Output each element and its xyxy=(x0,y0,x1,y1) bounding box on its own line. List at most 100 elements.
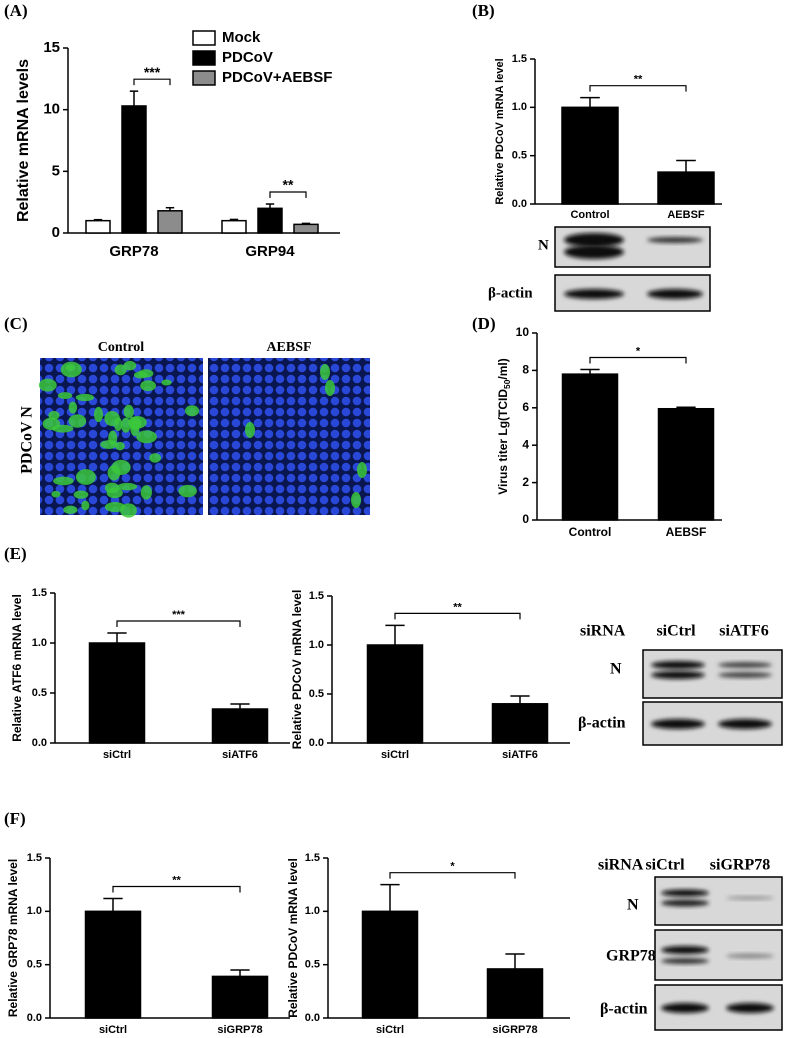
x-tick-label: siCtrl xyxy=(103,749,131,761)
error-bar xyxy=(129,90,139,106)
panel-label: (C) xyxy=(4,314,28,333)
band xyxy=(661,889,709,897)
x-tick-label: siCtrl xyxy=(376,1024,404,1036)
blot-row-label: N xyxy=(610,661,622,678)
band xyxy=(564,245,624,259)
green-cell xyxy=(106,487,123,499)
green-cell xyxy=(68,414,87,428)
green-cell xyxy=(351,492,361,508)
legend-swatch xyxy=(192,70,216,86)
green-cell xyxy=(245,422,255,438)
y-tick-label: 0.5 xyxy=(305,959,320,971)
significance-label: * xyxy=(636,345,641,357)
bar xyxy=(561,373,619,521)
green-cell xyxy=(140,380,157,392)
error-bar xyxy=(229,218,239,221)
bar xyxy=(491,703,549,744)
green-cell xyxy=(75,393,95,402)
y-axis-label: Relative mRNA levels xyxy=(15,59,32,222)
significance-bracket xyxy=(112,885,241,893)
y-axis-label: Relative PDCoV mRNA level xyxy=(494,58,506,204)
western-blot: siRNA siCtrl siGRP78 N GRP78 β-actin xyxy=(598,857,783,1031)
blot-row-label: N xyxy=(538,237,549,253)
green-cell xyxy=(75,469,96,485)
green-cell xyxy=(325,380,335,396)
y-tick-label: 10 xyxy=(43,101,60,118)
bar xyxy=(121,105,147,234)
error-bar xyxy=(676,406,696,409)
blot-header: siATF6 xyxy=(719,623,768,640)
bar xyxy=(657,407,715,521)
error-bar xyxy=(380,883,400,912)
blot-header: siRNA xyxy=(580,623,626,640)
green-cell xyxy=(57,392,73,400)
y-axis-label: Relative ATF6 mRNA level xyxy=(10,594,24,742)
y-tick-label: 6 xyxy=(522,400,529,414)
x-tick-label: AEBSF xyxy=(667,209,705,221)
panel-label: (B) xyxy=(472,1,495,20)
green-cell xyxy=(51,490,61,498)
y-tick-label: 1.0 xyxy=(305,905,320,917)
band xyxy=(726,896,774,900)
bar xyxy=(561,106,619,205)
green-cell xyxy=(357,462,367,478)
bar xyxy=(84,910,142,1019)
green-cell xyxy=(42,417,61,431)
legend-label: Mock xyxy=(222,29,261,46)
panel-label: (D) xyxy=(472,314,496,333)
error-bar xyxy=(676,159,696,173)
green-cell xyxy=(178,484,197,498)
x-tick-label: siGRP78 xyxy=(492,1024,537,1036)
band xyxy=(661,1003,709,1013)
x-tick-label: siCtrl xyxy=(99,1024,127,1036)
y-tick-label: 1.5 xyxy=(309,590,324,602)
y-tick-label: 10 xyxy=(516,325,530,339)
y-axis-label-part: Virus titer Lg(TCID xyxy=(496,389,510,495)
green-cell xyxy=(100,440,118,449)
blot-box xyxy=(642,701,783,746)
fluorescence-images xyxy=(38,358,370,518)
green-cell xyxy=(123,360,137,371)
x-tick-label: siCtrl xyxy=(381,749,409,761)
y-axis-label-part: 50 xyxy=(502,379,512,389)
y-axis-label-part: /ml) xyxy=(496,358,510,379)
y-tick-label: 0.5 xyxy=(32,687,47,699)
image-title: Control xyxy=(98,340,145,355)
significance-label: ** xyxy=(172,874,181,886)
green-cell xyxy=(65,364,75,371)
significance-bracket xyxy=(394,612,521,620)
legend-label: PDCoV xyxy=(222,49,273,66)
band xyxy=(651,661,705,669)
green-cell xyxy=(120,503,137,518)
band xyxy=(651,719,705,729)
y-tick-label: 0.5 xyxy=(512,150,527,162)
band xyxy=(661,946,709,954)
panel-label: (A) xyxy=(4,1,28,20)
y-tick-label: 0.5 xyxy=(309,688,324,700)
significance-label: ** xyxy=(283,177,294,193)
y-tick-label: 1.0 xyxy=(512,101,527,113)
significance-label: * xyxy=(450,861,455,873)
x-tick-label: GRP94 xyxy=(245,243,295,260)
y-axis-label: Relative PDCoV mRNA level xyxy=(286,858,300,1018)
green-cell xyxy=(68,401,78,414)
y-tick-label: 15 xyxy=(43,39,60,56)
band xyxy=(718,672,772,678)
green-cell xyxy=(136,430,157,444)
y-tick-label: 1.0 xyxy=(27,905,42,917)
significance-label: ** xyxy=(634,74,643,86)
image-title: AEBSF xyxy=(266,340,311,355)
green-cell xyxy=(73,490,89,499)
error-bar xyxy=(165,206,175,211)
green-cell xyxy=(184,405,200,417)
error-bar xyxy=(301,222,311,225)
x-tick-label: siGRP78 xyxy=(217,1024,262,1036)
green-cell xyxy=(81,500,90,511)
green-cell xyxy=(114,364,127,376)
bar xyxy=(366,644,424,744)
blot-row-label: GRP78 xyxy=(606,948,656,965)
legend-swatch xyxy=(192,50,216,66)
bar xyxy=(211,708,269,744)
band xyxy=(718,719,772,729)
green-cell xyxy=(38,378,57,392)
